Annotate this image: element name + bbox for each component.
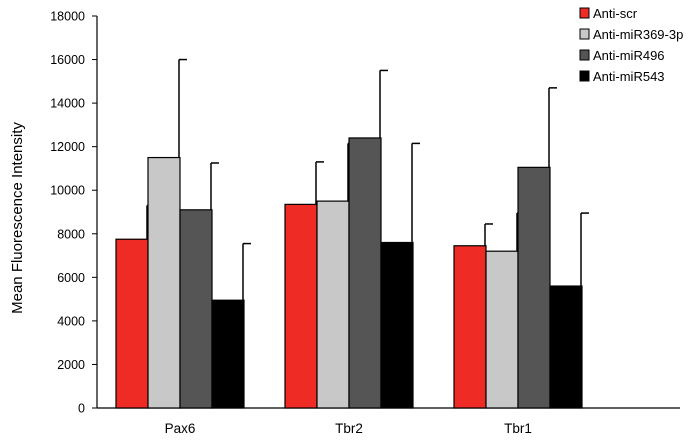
legend-swatch [579, 7, 590, 19]
bar [147, 156, 181, 409]
x-tick-label: Tbr1 [504, 421, 532, 436]
bars [115, 58, 589, 409]
bar [211, 299, 245, 409]
y-tick-label: 12000 [50, 140, 85, 154]
y-tick-label: 18000 [50, 10, 85, 24]
y-tick-label: 16000 [50, 53, 85, 67]
y-tick-label: 0 [78, 402, 85, 416]
legend-swatch [579, 28, 590, 40]
legend-swatch [579, 49, 590, 61]
bar [316, 200, 350, 409]
y-tick-label: 6000 [57, 271, 85, 285]
y-tick-label: 8000 [57, 227, 85, 241]
bar [485, 250, 519, 409]
legend-label: Anti-miR543 [593, 69, 665, 84]
bar [284, 203, 318, 409]
y-tick-label: 10000 [50, 184, 85, 198]
bar [453, 245, 487, 409]
legend-swatch [579, 70, 590, 82]
bar [380, 241, 414, 409]
legend-label: Anti-miR496 [593, 48, 665, 63]
legend-label: Anti-miR369-3p [593, 27, 683, 42]
bar [179, 209, 213, 409]
axes: 0 2000 4000 6000 8000 10000 12000 14000 16000 180… [50, 10, 680, 436]
y-tick-label: 14000 [50, 97, 85, 111]
y-tick-label: 4000 [57, 314, 85, 328]
bar [115, 238, 149, 409]
bar [517, 166, 551, 409]
legend: Anti-scr Anti-miR369-3p Anti-miR496 Anti-mi… [579, 6, 683, 84]
y-tick-label: 2000 [57, 358, 85, 372]
legend-label: Anti-scr [593, 6, 638, 21]
bar [549, 285, 583, 409]
x-tick-label: Pax6 [165, 421, 196, 436]
y-axis-label: Mean Fluorescence Intensity [9, 122, 26, 314]
x-tick-label: Tbr2 [335, 421, 363, 436]
bar [348, 137, 382, 409]
